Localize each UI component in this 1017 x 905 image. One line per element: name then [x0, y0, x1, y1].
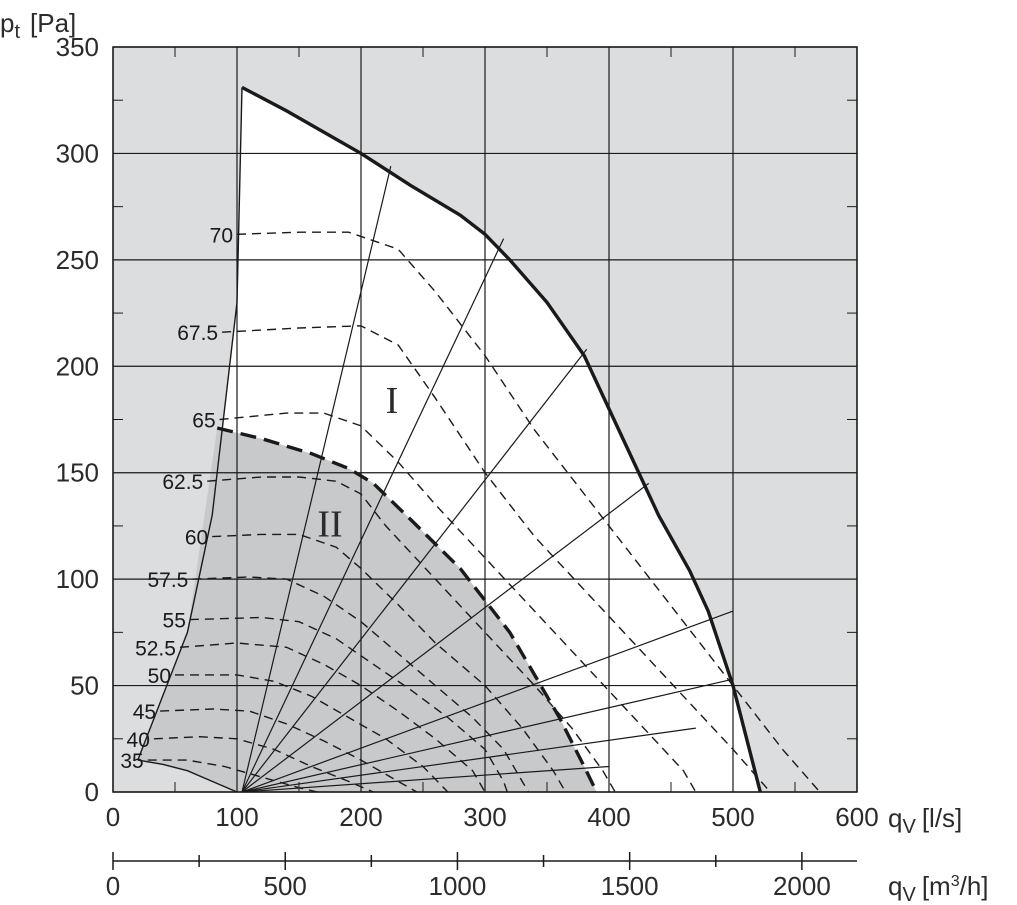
- region-II-label: II: [317, 504, 342, 546]
- system-line-5: [241, 678, 734, 793]
- plot-frame: [112, 46, 858, 793]
- sound-curve-62_5: [207, 476, 616, 793]
- system-line-6: [241, 727, 696, 793]
- y-tick-label: 150: [56, 458, 99, 488]
- y-tick-label: 200: [56, 351, 99, 381]
- y-tick-label: 350: [56, 32, 99, 62]
- sound-curve-label: 60: [185, 527, 208, 550]
- x2-tick-label: 1500: [601, 871, 659, 901]
- sound-curve-55: [189, 616, 508, 793]
- sound-curve-label: 50: [148, 665, 171, 688]
- x-tick-label: 400: [587, 802, 630, 832]
- x2-axis-title: qV [m3/h]: [888, 871, 989, 905]
- sound-curve-label: 57.5: [147, 569, 188, 592]
- x-tick-label: 0: [106, 802, 120, 832]
- x-tick-label: 600: [835, 802, 878, 832]
- y-tick-label: 100: [56, 564, 99, 594]
- sound-curve-label: 35: [120, 750, 143, 773]
- y-tick-label: 250: [56, 245, 99, 275]
- system-line-1: [241, 238, 505, 793]
- sound-curve-label: 65: [192, 410, 215, 433]
- x-tick-label: 100: [215, 802, 258, 832]
- sound-curve-label: 40: [127, 729, 150, 752]
- system-line-4: [241, 610, 734, 793]
- y-tick-label: 0: [85, 777, 99, 807]
- sound-curve-35: [147, 759, 318, 793]
- system-line-3: [241, 482, 650, 793]
- sound-curve-45: [160, 708, 418, 793]
- x-tick-label: 200: [339, 802, 382, 832]
- min-curve: [137, 759, 238, 793]
- max-curve: [241, 85, 762, 793]
- y-tick-label: 50: [70, 671, 99, 701]
- x2-tick-label: 500: [264, 871, 307, 901]
- sound-curve-label: 52.5: [135, 637, 176, 660]
- region-I-label: I: [386, 380, 399, 422]
- sound-curve-label: 55: [163, 610, 186, 633]
- sound-curve-label: 62.5: [162, 471, 203, 494]
- sound-curve-60: [212, 533, 567, 793]
- sound-curve-57_5: [192, 576, 530, 793]
- y-tick-label: 300: [56, 138, 99, 168]
- region-II-boundary: [216, 426, 599, 793]
- sound-curve-50: [175, 674, 449, 793]
- y-axis-title: pt [Pa]: [0, 8, 76, 43]
- x2-tick-label: 2000: [773, 871, 831, 901]
- sound-curve-65: [219, 412, 697, 793]
- sound-curve-label: 67.5: [177, 322, 218, 345]
- system-line-7: [241, 765, 610, 793]
- sound-curve-label: 70: [210, 224, 233, 247]
- x2-tick-label: 0: [106, 871, 120, 901]
- left-boundary-curve: [137, 87, 243, 761]
- x-axis-title: qV [l/s]: [888, 803, 962, 838]
- sound-curve-40: [153, 735, 374, 793]
- x-tick-label: 500: [711, 802, 754, 832]
- x-tick-label: 300: [463, 802, 506, 832]
- sound-curve-label: 45: [133, 701, 156, 724]
- sound-curve-70: [236, 231, 821, 793]
- x2-tick-label: 1000: [429, 871, 487, 901]
- sound-curve-67_5: [222, 325, 771, 793]
- region-II-area: [137, 428, 597, 792]
